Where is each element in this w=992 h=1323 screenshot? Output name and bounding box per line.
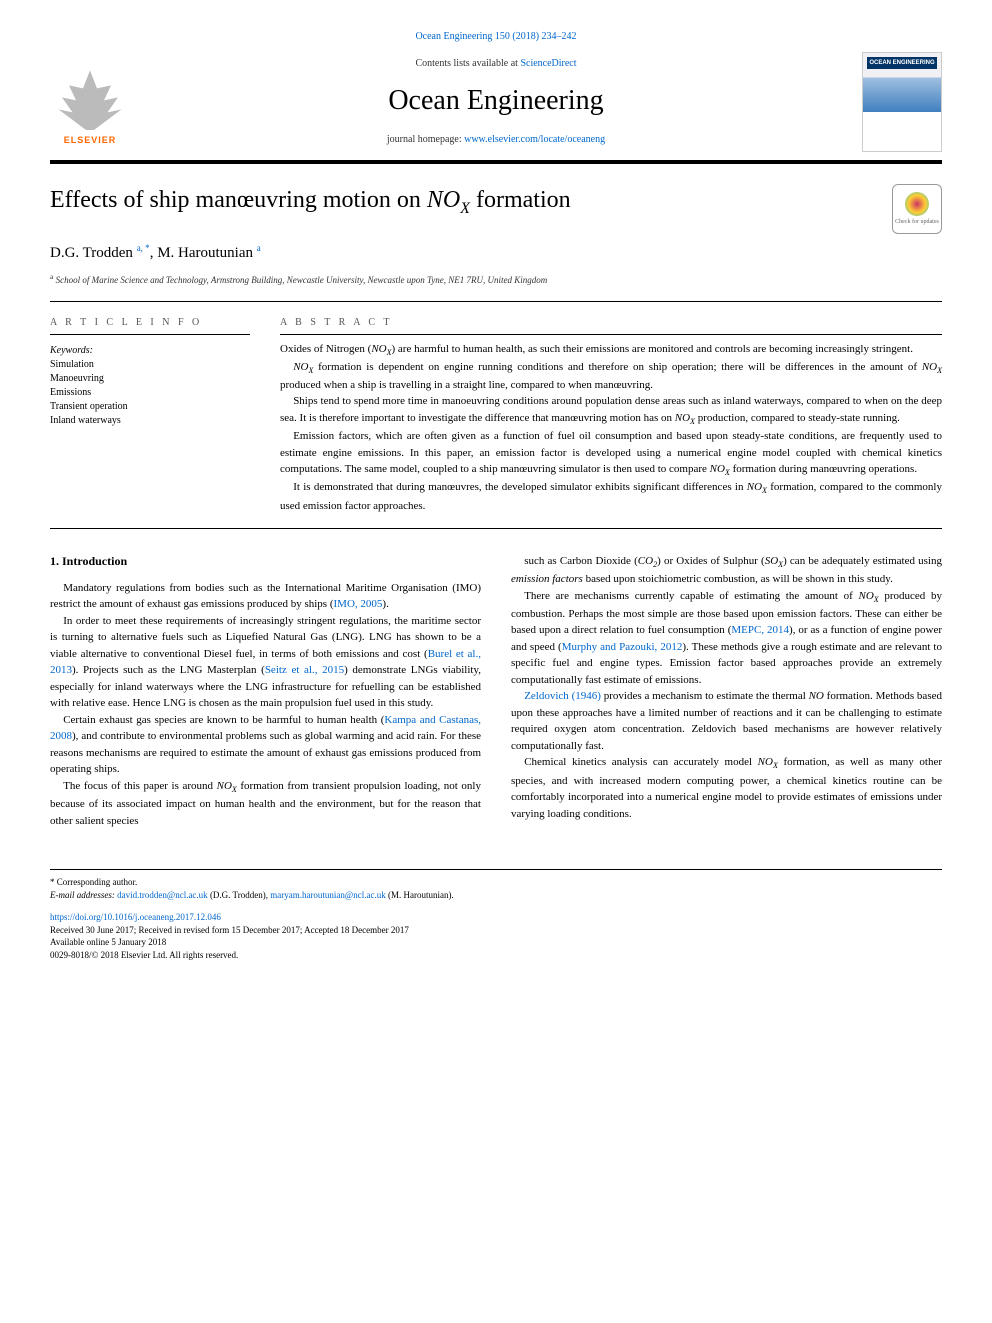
abstract-divider [280, 334, 942, 335]
right-body-text: such as Carbon Dioxide (CO2) or Oxides o… [511, 553, 942, 822]
body-paragraph: Zeldovich (1946) provides a mechanism to… [511, 688, 942, 754]
left-body-text: Mandatory regulations from bodies such a… [50, 580, 481, 829]
homepage-link[interactable]: www.elsevier.com/locate/oceaneng [464, 134, 605, 145]
check-updates-icon [905, 192, 929, 216]
left-column: 1. Introduction Mandatory regulations fr… [50, 553, 481, 829]
right-column: such as Carbon Dioxide (CO2) or Oxides o… [511, 553, 942, 829]
abstract-text: Oxides of Nitrogen (NOX) are harmful to … [280, 341, 942, 514]
body-paragraph: Mandatory regulations from bodies such a… [50, 580, 481, 613]
keyword: Simulation [50, 358, 250, 372]
info-divider [50, 334, 250, 335]
elsevier-logo: ELSEVIER [50, 57, 130, 147]
affiliation: a School of Marine Science and Technolog… [50, 272, 942, 287]
available-line: Available online 5 January 2018 [50, 937, 166, 947]
homepage-prefix: journal homepage: [387, 134, 464, 145]
corresponding-author: * Corresponding author. [50, 876, 942, 889]
footnotes: * Corresponding author. E-mail addresses… [50, 869, 942, 901]
doi-link[interactable]: https://doi.org/10.1016/j.oceaneng.2017.… [50, 912, 221, 922]
homepage-line: journal homepage: www.elsevier.com/locat… [130, 133, 862, 147]
copyright-line: 0029-8018/© 2018 Elsevier Ltd. All right… [50, 950, 238, 960]
journal-banner: ELSEVIER Contents lists available at Sci… [50, 52, 942, 164]
article-title: Effects of ship manœuvring motion on NOX… [50, 184, 571, 220]
body-paragraph: The focus of this paper is around NOX fo… [50, 778, 481, 829]
abstract-paragraph: Emission factors, which are often given … [280, 428, 942, 479]
doi-block: https://doi.org/10.1016/j.oceaneng.2017.… [50, 911, 942, 961]
body-paragraph: There are mechanisms currently capable o… [511, 588, 942, 689]
body-paragraph: Chemical kinetics analysis can accuratel… [511, 754, 942, 822]
keyword: Emissions [50, 386, 250, 400]
info-abstract-row: A R T I C L E I N F O Keywords: Simulati… [50, 316, 942, 514]
keywords-list: SimulationManoeuvringEmissionsTransient … [50, 358, 250, 428]
section-heading: 1. Introduction [50, 553, 481, 570]
journal-name: Ocean Engineering [130, 81, 862, 120]
received-line: Received 30 June 2017; Received in revis… [50, 925, 409, 935]
abstract-column: A B S T R A C T Oxides of Nitrogen (NOX)… [280, 316, 942, 514]
title-row: Effects of ship manœuvring motion on NOX… [50, 184, 942, 234]
check-updates-label: Check for updates [895, 218, 939, 226]
banner-center: Contents lists available at ScienceDirec… [130, 57, 862, 146]
elsevier-tree-icon [55, 70, 125, 130]
email-addresses: E-mail addresses: david.trodden@ncl.ac.u… [50, 889, 942, 902]
authors: D.G. Trodden a, *, M. Haroutunian a [50, 242, 942, 264]
contents-prefix: Contents lists available at [415, 58, 520, 69]
cover-label: OCEAN ENGINEERING [867, 57, 937, 69]
check-updates-badge[interactable]: Check for updates [892, 184, 942, 234]
article-info-column: A R T I C L E I N F O Keywords: Simulati… [50, 316, 250, 514]
abstract-paragraph: It is demonstrated that during manœuvres… [280, 479, 942, 514]
body-paragraph: Certain exhaust gas species are known to… [50, 712, 481, 778]
journal-cover-thumbnail: OCEAN ENGINEERING [862, 52, 942, 152]
contents-line: Contents lists available at ScienceDirec… [130, 57, 862, 71]
abstract-paragraph: Ships tend to spend more time in manoeuv… [280, 393, 942, 428]
keyword: Manoeuvring [50, 372, 250, 386]
keyword: Inland waterways [50, 414, 250, 428]
elsevier-text: ELSEVIER [64, 134, 117, 147]
divider-top [50, 301, 942, 302]
body-paragraph: In order to meet these requirements of i… [50, 613, 481, 712]
abstract-label: A B S T R A C T [280, 316, 942, 330]
abstract-paragraph: NOX formation is dependent on engine run… [280, 359, 942, 394]
keyword: Transient operation [50, 400, 250, 414]
divider-bottom [50, 528, 942, 529]
keywords-label: Keywords: [50, 345, 93, 356]
body-paragraph: such as Carbon Dioxide (CO2) or Oxides o… [511, 553, 942, 588]
citation-header: Ocean Engineering 150 (2018) 234–242 [50, 30, 942, 44]
sciencedirect-link[interactable]: ScienceDirect [520, 58, 576, 69]
body-columns: 1. Introduction Mandatory regulations fr… [50, 553, 942, 829]
article-info-label: A R T I C L E I N F O [50, 316, 250, 330]
abstract-paragraph: Oxides of Nitrogen (NOX) are harmful to … [280, 341, 942, 359]
